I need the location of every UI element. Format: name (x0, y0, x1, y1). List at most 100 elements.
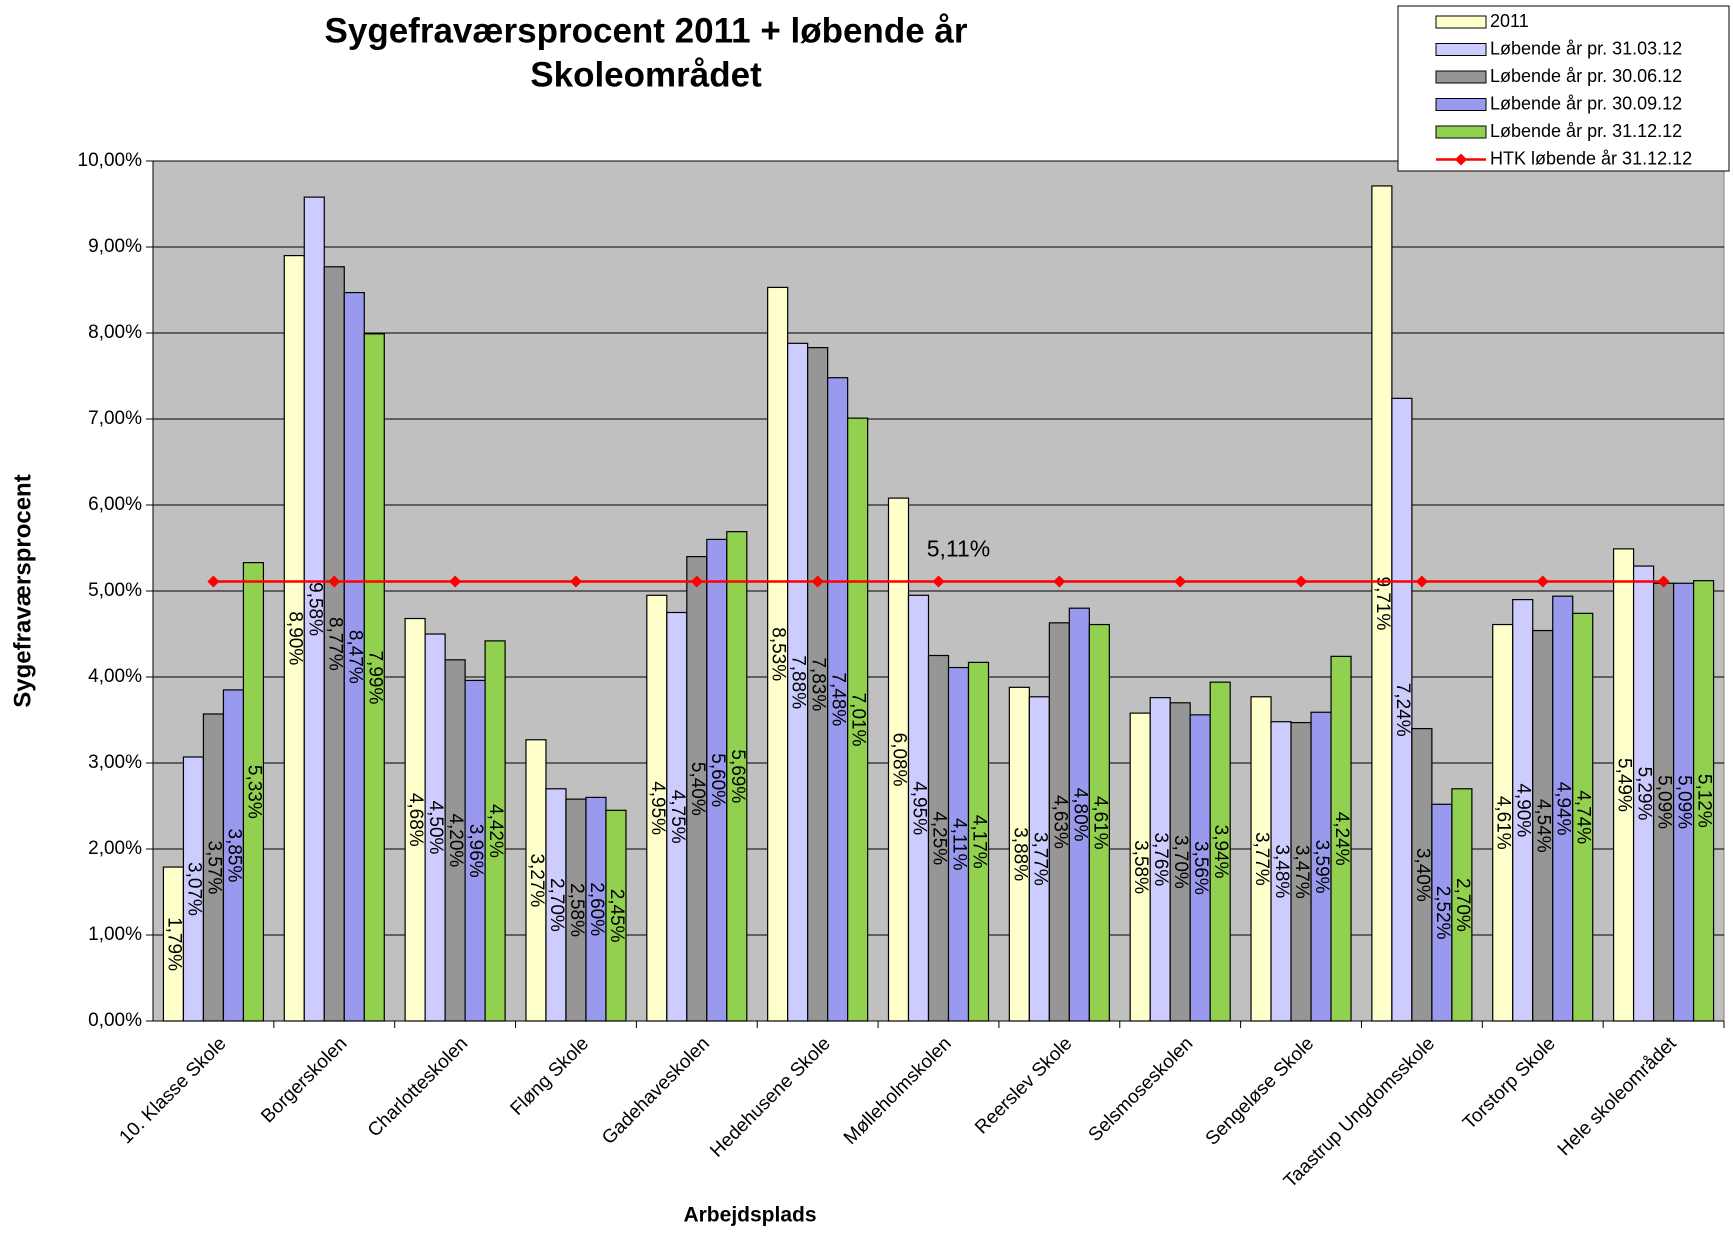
data-label: 4,63% (1049, 795, 1070, 849)
data-label: 2,70% (546, 878, 567, 932)
data-label: 4,42% (485, 804, 506, 858)
line-marker (1415, 575, 1428, 588)
line-marker (1053, 575, 1066, 588)
y-tick-label: 0,00% (88, 1010, 142, 1031)
line-marker (207, 575, 220, 588)
data-label: 4,24% (1331, 812, 1352, 866)
y-tick-label: 1,00% (88, 924, 142, 945)
bar (1572, 612, 1594, 1022)
data-label: 4,54% (1533, 799, 1554, 853)
data-label: 4,75% (667, 790, 688, 844)
line-marker (811, 575, 824, 588)
data-label: 4,20% (445, 813, 466, 867)
bar (242, 562, 265, 1022)
bar (363, 333, 385, 1022)
legend-label: Løbende år pr. 30.06.12 (1490, 66, 1682, 86)
y-tick-label: 8,00% (88, 322, 142, 343)
data-label: 3,94% (1210, 825, 1231, 879)
line-marker (1657, 575, 1670, 588)
data-label: 3,07% (183, 862, 204, 916)
data-label: 4,17% (968, 815, 989, 869)
x-tick-label: Mølleholmskolen (840, 1033, 956, 1149)
line-marker (1174, 575, 1187, 588)
data-label: 5,33% (243, 765, 264, 819)
bar (1330, 655, 1352, 1022)
legend-swatch (1435, 125, 1487, 139)
line-marker (328, 575, 341, 588)
data-label: 9,58% (304, 582, 325, 636)
data-label: 4,95% (908, 781, 929, 835)
data-label: 5,29% (1634, 767, 1655, 821)
legend-label: Løbende år pr. 30.09.12 (1490, 93, 1682, 113)
data-label: 3,27% (526, 853, 547, 907)
y-tick-label: 10,00% (78, 150, 143, 171)
legend-swatch (1435, 43, 1487, 56)
data-label: 3,76% (1150, 832, 1171, 886)
x-tick-label: Reerslev Skole (971, 1033, 1076, 1138)
data-label: 8,47% (344, 630, 365, 684)
data-label: 3,77% (1251, 832, 1272, 886)
y-tick-label: 6,00% (88, 494, 142, 515)
data-label: 3,58% (1130, 840, 1151, 894)
data-label: 9,71% (1372, 577, 1393, 631)
bar (847, 417, 869, 1022)
y-tick-label: 2,00% (88, 838, 142, 859)
line-marker (1536, 575, 1549, 588)
data-label: 5,40% (687, 762, 708, 816)
data-label: 3,56% (1190, 841, 1211, 895)
line-marker (1295, 575, 1308, 588)
y-tick-label: 9,00% (88, 236, 142, 257)
line-marker (690, 575, 703, 588)
data-label: 3,40% (1412, 848, 1433, 902)
data-label: 2,70% (1452, 878, 1473, 932)
bar (1209, 681, 1231, 1022)
legend-swatch (1435, 70, 1487, 84)
data-label: 7,83% (808, 657, 829, 711)
x-tick-label: Charlotteskolen (364, 1033, 472, 1141)
data-label: 5,12% (1694, 774, 1715, 828)
data-label: 2,52% (1432, 886, 1453, 940)
data-label: 2,60% (586, 882, 607, 936)
annotation: 5,11% (927, 536, 991, 562)
data-label: 3,70% (1170, 835, 1191, 889)
data-label: 2,58% (566, 883, 587, 937)
legend-label: Løbende år pr. 31.03.12 (1490, 38, 1682, 58)
data-label: 3,48% (1271, 844, 1292, 898)
data-label: 4,94% (1553, 782, 1574, 836)
data-label: 5,60% (707, 753, 728, 807)
x-axis-title: Arbejdsplads (683, 1204, 816, 1227)
data-label: 3,88% (1009, 827, 1030, 881)
x-tick-label: Selsmoseskolen (1085, 1033, 1198, 1146)
data-label: 8,90% (284, 611, 305, 665)
bar (726, 531, 748, 1022)
data-label: 8,53% (768, 627, 789, 681)
legend-swatch (1435, 15, 1487, 29)
x-tick-label: Sengeløse Skole (1202, 1033, 1318, 1149)
data-label: 4,61% (1089, 796, 1110, 850)
data-label: 5,09% (1674, 775, 1695, 829)
x-tick-label: Fløng Skole (507, 1033, 594, 1120)
data-label: 7,48% (828, 672, 849, 726)
data-label: 5,09% (1654, 775, 1675, 829)
bar (1391, 397, 1413, 1022)
x-tick-label: Borgerskolen (257, 1033, 351, 1127)
data-label: 4,74% (1573, 790, 1594, 844)
data-label: 4,11% (948, 818, 969, 871)
data-label: 4,25% (928, 811, 949, 865)
bar (1692, 580, 1715, 1022)
bar (1451, 788, 1473, 1022)
data-label: 4,90% (1513, 783, 1534, 837)
data-label: 4,95% (647, 781, 668, 835)
chart-title: Sygefraværsprocent 2011 + løbende år (325, 11, 968, 50)
line-marker (932, 575, 945, 588)
legend-label: Løbende år pr. 31.12.12 (1490, 121, 1682, 141)
x-tick-label: 10. Klasse Skole (116, 1033, 231, 1148)
data-label: 3,85% (223, 829, 244, 883)
bar (484, 640, 506, 1022)
y-tick-label: 5,00% (88, 580, 142, 601)
data-label: 7,88% (788, 655, 809, 709)
data-label: 6,08% (888, 733, 909, 787)
data-label: 7,01% (848, 693, 869, 747)
data-label: 7,24% (1392, 683, 1413, 737)
